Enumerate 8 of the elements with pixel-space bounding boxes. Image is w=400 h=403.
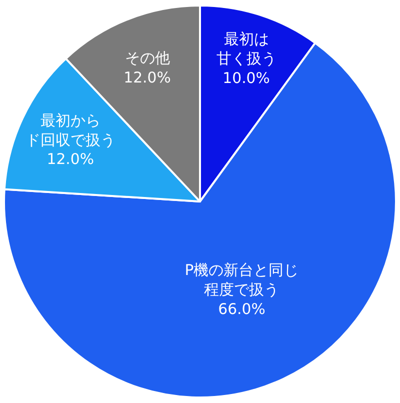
slice-label: 最初は甘く扱う bbox=[216, 30, 276, 68]
data-label: 10.0% bbox=[222, 68, 270, 87]
slice-label: 最初からド回収で扱う bbox=[25, 112, 116, 149]
slice-label: その他 bbox=[124, 49, 170, 68]
data-label: 66.0% bbox=[218, 300, 266, 318]
data-label: 12.0% bbox=[124, 68, 171, 86]
slice-label: P機の新台と同じ程度で扱う bbox=[184, 261, 299, 299]
data-label: 12.0% bbox=[46, 150, 94, 168]
